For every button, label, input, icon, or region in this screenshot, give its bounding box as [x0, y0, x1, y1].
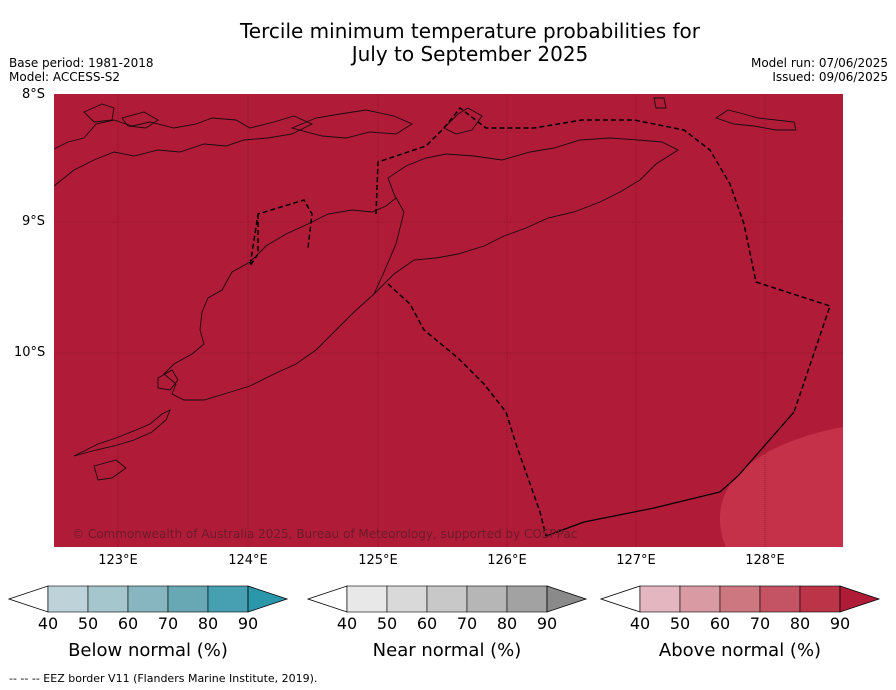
lon-label-126e: 126°E [487, 553, 527, 568]
issued-text: Issued: 09/06/2025 [772, 70, 888, 84]
tick-label: 40 [336, 614, 358, 633]
colorbar-above-label: Above normal (%) [658, 640, 822, 661]
colorbar-above-normal-scale [599, 585, 881, 613]
northern-island-2 [121, 111, 159, 129]
lon-label-123e: 123°E [98, 553, 138, 568]
colorbar-segment [719, 585, 761, 613]
savu-islands [73, 409, 171, 481]
colorbar-near-normal [306, 585, 589, 619]
colorbar-segment [47, 585, 89, 613]
eez-border-north [375, 106, 831, 413]
probability-map [54, 94, 843, 547]
lon-label-128e: 128°E [745, 553, 785, 568]
colorbar-low-extend [599, 585, 641, 613]
tick-label: 50 [669, 614, 691, 633]
tick-label: 50 [376, 614, 398, 633]
tick-label: 60 [117, 614, 139, 633]
tick-label: 80 [197, 614, 219, 633]
lon-label-127e: 127°E [616, 553, 656, 568]
roti-island [157, 369, 179, 391]
tick-label: 70 [749, 614, 771, 633]
tick-label: 40 [629, 614, 651, 633]
colorbar-below-normal-scale [7, 585, 289, 613]
colorbar-segment [207, 585, 249, 613]
colorbar-segment [466, 585, 508, 613]
eez-border-west [249, 199, 313, 267]
colorbar-high-extend [839, 585, 881, 613]
eez-footer-note: -- -- -- EEZ border V11 (Flanders Marine… [9, 672, 318, 685]
tick-label: 90 [237, 614, 259, 633]
tick-label: 80 [789, 614, 811, 633]
title-line-1: Tercile minimum temperature probabilitie… [239, 19, 701, 43]
colorbar-segment [799, 585, 841, 613]
colorbar-segment [346, 585, 388, 613]
metadata-left: Base period: 1981-2018 Model: ACCESS-S2 [9, 56, 154, 84]
eez-border-south [387, 283, 547, 537]
tick-label: 90 [829, 614, 851, 633]
colorbar-low-extend [306, 585, 348, 613]
colorbar-high-extend [247, 585, 289, 613]
model-text: Model: ACCESS-S2 [9, 70, 121, 84]
title-line-2: July to September 2025 [351, 42, 589, 66]
base-period-text: Base period: 1981-2018 [9, 56, 154, 70]
colorbar-segment [679, 585, 721, 613]
colorbar-low-extend [7, 585, 49, 613]
small-island-b [714, 109, 797, 131]
model-run-text: Model run: 07/06/2025 [750, 56, 888, 70]
colorbar-segment [87, 585, 129, 613]
colorbar-segment [127, 585, 169, 613]
flores-island-outline [54, 115, 314, 187]
tick-label: 50 [77, 614, 99, 633]
lat-label-10s: 10°S [14, 345, 46, 360]
colorbar-segment [167, 585, 209, 613]
small-island-a [653, 97, 667, 109]
colorbar-near-normal-scale [306, 585, 588, 613]
eez-border-solid-segment [545, 411, 795, 537]
metadata-right: Model run: 07/06/2025 Issued: 09/06/2025 [751, 56, 888, 84]
northern-island-1 [83, 103, 115, 123]
tick-label: 80 [496, 614, 518, 633]
colorbar-segment [506, 585, 548, 613]
lon-label-124e: 124°E [228, 553, 268, 568]
wetar-island [443, 107, 483, 135]
tick-label: 40 [37, 614, 59, 633]
tick-label: 70 [157, 614, 179, 633]
map-title: Tercile minimum temperature probabilitie… [0, 20, 896, 66]
tick-label: 90 [536, 614, 558, 633]
colorbar-segment [639, 585, 681, 613]
colorbar-below-label: Below normal (%) [68, 640, 228, 661]
tick-label: 70 [456, 614, 478, 633]
gridlines [54, 94, 843, 547]
lat-label-8s: 8°S [22, 87, 46, 102]
colorbar-segment [386, 585, 428, 613]
above-normal-90-region [54, 94, 843, 547]
lat-label-9s: 9°S [22, 214, 46, 229]
colorbar-near-label: Near normal (%) [372, 640, 522, 661]
colorbar-segment [759, 585, 801, 613]
above-normal-80-region [719, 427, 843, 547]
lon-label-125e: 125°E [358, 553, 398, 568]
tick-label: 60 [709, 614, 731, 633]
map-credit: © Commonwealth of Australia 2025, Bureau… [72, 527, 578, 541]
tick-label: 60 [416, 614, 438, 633]
eez-border [249, 106, 831, 537]
colorbar-segment [426, 585, 468, 613]
colorbar-above-normal [599, 585, 882, 619]
colorbar-high-extend [546, 585, 588, 613]
colorbar-below-normal [7, 585, 290, 619]
alor-islands [290, 109, 413, 139]
